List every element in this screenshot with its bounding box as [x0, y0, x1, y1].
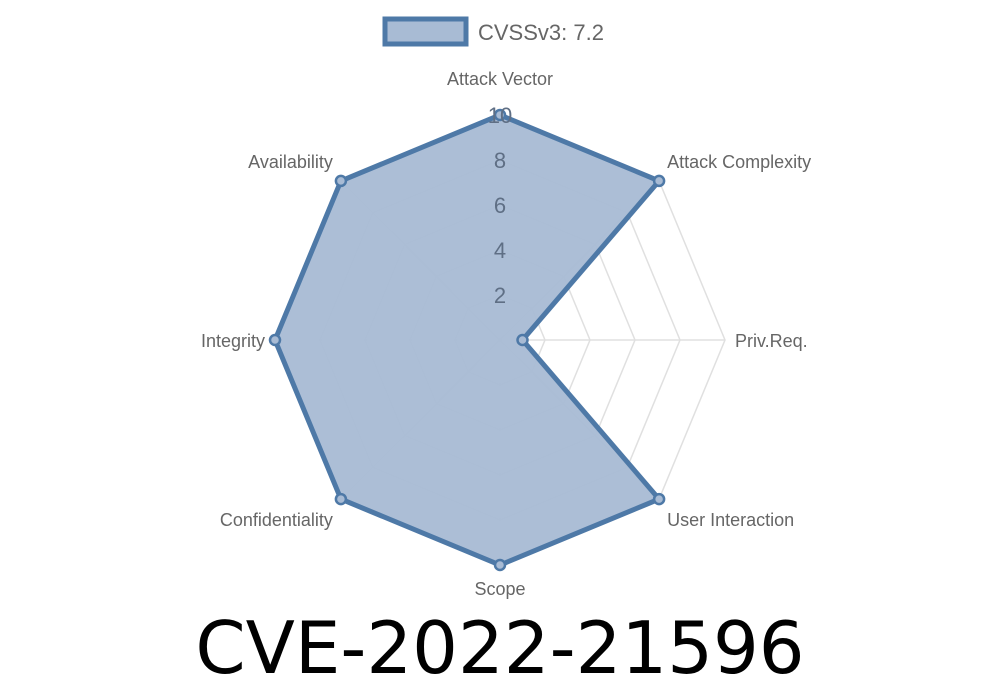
data-point — [493, 558, 507, 572]
axis-label: User Interaction — [667, 510, 794, 530]
tick-label: 10 — [488, 103, 512, 128]
radar-chart: 2 4 6 8 10 Attack Vector Attack Complexity Priv… — [201, 16, 811, 599]
axis-label: Availability — [248, 152, 333, 172]
tick-label: 2 — [494, 283, 506, 308]
data-point — [652, 492, 666, 506]
tick-label: 8 — [494, 148, 506, 173]
data-point — [334, 492, 348, 506]
data-point — [334, 174, 348, 188]
axis-label: Confidentiality — [220, 510, 333, 530]
legend-swatch — [382, 16, 469, 47]
data-point — [516, 333, 529, 347]
data-point — [493, 108, 507, 122]
legend-label: CVSSv3: 7.2 — [478, 20, 604, 45]
data-point — [652, 174, 666, 188]
axis-label: Attack Complexity — [667, 152, 811, 172]
tick-label: 6 — [494, 193, 506, 218]
data-point — [268, 333, 282, 347]
chart-title: CVE-2022-21596 — [195, 606, 805, 690]
tick-label: 4 — [494, 238, 506, 263]
axis-label: Scope — [474, 579, 525, 599]
axis-label: Priv.Req. — [735, 331, 808, 351]
axis-label: Attack Vector — [447, 69, 553, 89]
axis-label: Integrity — [201, 331, 265, 351]
